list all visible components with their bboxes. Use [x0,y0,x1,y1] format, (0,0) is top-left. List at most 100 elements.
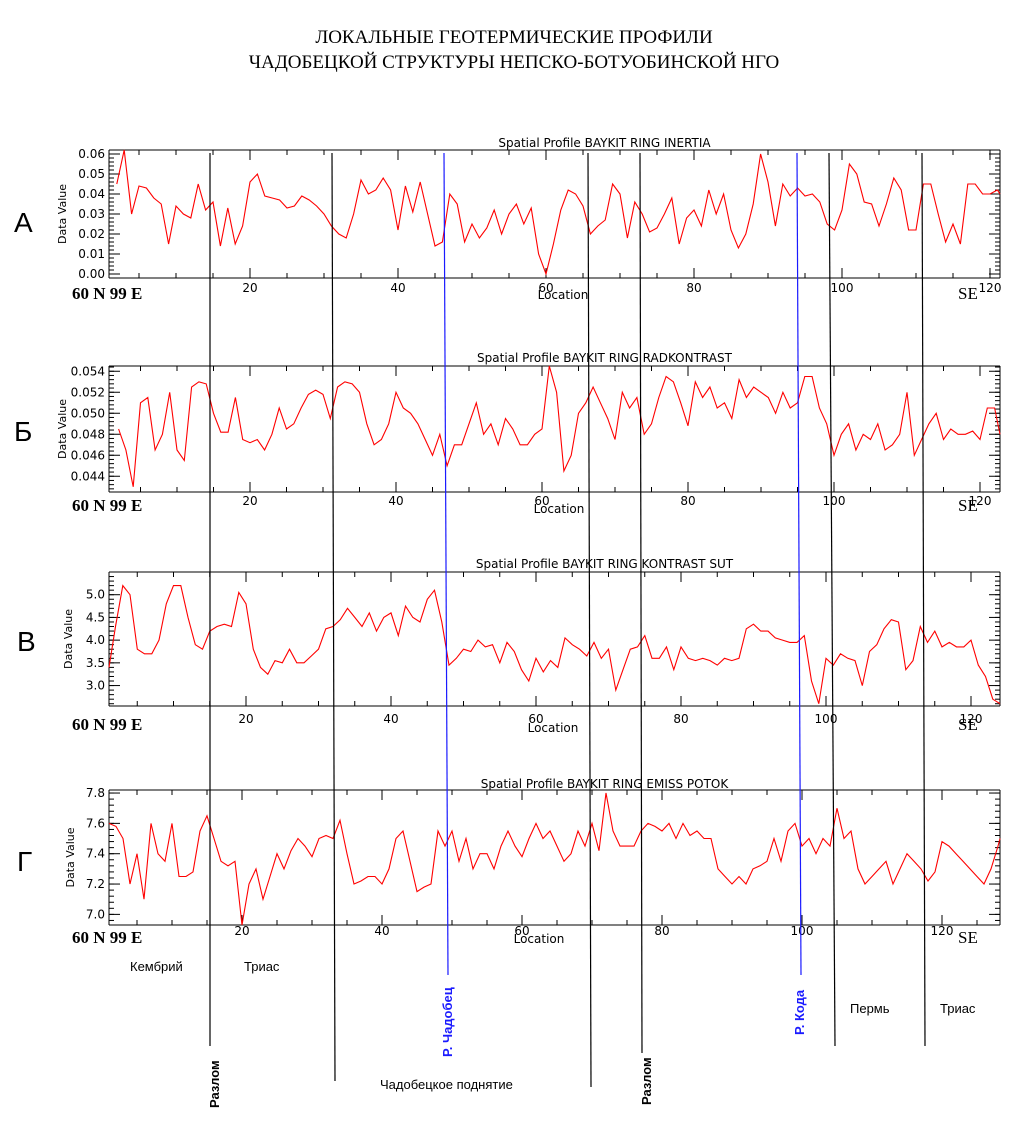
y-tick-label: 4.5 [86,610,105,624]
x-tick-label: 120 [969,494,992,508]
panel-title: Spatial Profile BAYKIT RING EMISS POTOK [481,777,730,791]
y-tick-label: 4.0 [86,633,105,647]
label-chadobets-uplift: Чадобецкое поднятие [380,1077,513,1092]
x-tick-label: 60 [534,494,549,508]
start-coordinate-label: 60 N 99 E [72,284,142,303]
x-tick-label: 80 [654,924,669,938]
label-razlom-right: Разлом [639,1057,654,1105]
label-river-koda: Р. Кода [792,989,807,1035]
figure-title-line1: ЛОКАЛЬНЫЕ ГЕОТЕРМИЧЕСКИЕ ПРОФИЛИ [315,27,713,48]
y-tick-label: 0.03 [78,207,105,221]
end-direction-label: SE [958,928,978,947]
y-tick-label: 7.4 [86,847,105,861]
x-tick-label: 60 [528,712,543,726]
panel-letter: В [17,626,36,657]
panel-title: Spatial Profile BAYKIT RING INERTIA [498,136,711,150]
boundary-razlom-right [639,152,643,1054]
panel-letter: Г [17,846,32,877]
y-axis-label: Data Value [56,184,69,244]
y-tick-label: 0.02 [78,227,105,241]
x-tick-label: 40 [383,712,398,726]
label-trias-left: Триас [244,959,280,974]
profile-series-line [108,792,1001,926]
x-tick-label: 80 [680,494,695,508]
profile-series-line [118,365,1001,487]
y-tick-label: 0.06 [78,147,105,161]
profile-panel-1: А Spatial Profile BAYKIT RING INERTIA Data… [14,136,1001,303]
boundary-river-chadobets [443,152,449,976]
label-kembriy: Кембрий [130,959,183,974]
label-perm: Пермь [850,1001,890,1016]
x-tick-label: 120 [931,924,954,938]
y-tick-label: 0.046 [71,448,105,462]
y-tick-label: 7.8 [86,786,105,800]
x-tick-label: 80 [686,281,701,295]
y-tick-label: 0.050 [71,406,105,420]
start-coordinate-label: 60 N 99 E [72,928,142,947]
x-axis-label: Location [534,502,585,516]
x-tick-label: 100 [791,924,814,938]
x-tick-label: 40 [374,924,389,938]
x-tick-label: 20 [242,281,257,295]
x-axis-label: Location [538,288,589,302]
y-tick-label: 3.5 [86,656,105,670]
x-tick-label: 100 [831,281,854,295]
y-tick-label: 7.0 [86,907,105,921]
y-tick-label: 5.0 [86,588,105,602]
y-tick-label: 0.044 [71,469,105,483]
x-tick-label: 20 [234,924,249,938]
x-tick-label: 100 [815,712,838,726]
label-razlom-left: Разлом [207,1060,222,1108]
x-axis-label: Location [514,932,565,946]
y-tick-label: 0.052 [71,385,105,399]
x-tick-label: 20 [238,712,253,726]
y-axis-label: Data Value [62,609,75,669]
end-direction-label: SE [958,284,978,303]
boundary-perm-left [828,152,836,1047]
y-tick-label: 0.054 [71,364,105,378]
boundary-trias-right [921,152,926,1047]
start-coordinate-label: 60 N 99 E [72,715,142,734]
boundary-lines [209,152,926,1088]
x-tick-label: 120 [960,712,983,726]
y-axis-label: Data Value [64,827,77,887]
y-tick-label: 3.0 [86,679,105,693]
profile-series-line [108,584,1001,705]
profile-panel-2: Б Spatial Profile BAYKIT RING RADKONTRAST… [14,351,1001,516]
profile-panel-4: Г Spatial Profile BAYKIT RING EMISS POTOK… [17,777,1001,947]
label-trias-right: Триас [940,1001,976,1016]
x-axis-label: Location [528,721,579,735]
y-tick-label: 0.00 [78,267,105,281]
panel-title: Spatial Profile BAYKIT RING RADKONTRAST [477,351,733,365]
profile-panels: А Spatial Profile BAYKIT RING INERTIA Data… [14,136,1001,947]
y-axis-label: Data Value [56,399,69,459]
start-coordinate-label: 60 N 99 E [72,496,142,515]
y-tick-label: 0.01 [78,247,105,261]
x-tick-label: 60 [514,924,529,938]
label-river-chadobets: Р. Чадобец [440,987,455,1057]
profile-panel-3: В Spatial Profile BAYKIT RING KONTRAST SU… [17,557,1001,735]
y-tick-label: 0.05 [78,167,105,181]
x-tick-label: 80 [673,712,688,726]
panel-letter: Б [14,416,32,447]
y-tick-label: 0.04 [78,187,105,201]
x-tick-label: 20 [242,494,257,508]
end-direction-label: SE [958,496,978,515]
y-tick-label: 0.048 [71,427,105,441]
x-tick-label: 40 [390,281,405,295]
boundary-river-koda [796,152,802,976]
figure-title-line2: ЧАДОБЕЦКОЙ СТРУКТУРЫ НЕПСКО-БОТУОБИНСКОЙ… [249,52,780,73]
x-tick-label: 40 [388,494,403,508]
x-tick-label: 60 [538,281,553,295]
x-tick-label: 100 [823,494,846,508]
y-tick-label: 7.6 [86,816,105,830]
y-tick-label: 7.2 [86,877,105,891]
panel-letter: А [14,207,33,238]
end-direction-label: SE [958,715,978,734]
boundary-uplift-right [587,152,592,1088]
boundary-uplift-left [331,152,336,1082]
panel-title: Spatial Profile BAYKIT RING KONTRAST SUT [476,557,734,571]
x-tick-label: 120 [979,281,1002,295]
profile-series-line [116,149,1001,276]
